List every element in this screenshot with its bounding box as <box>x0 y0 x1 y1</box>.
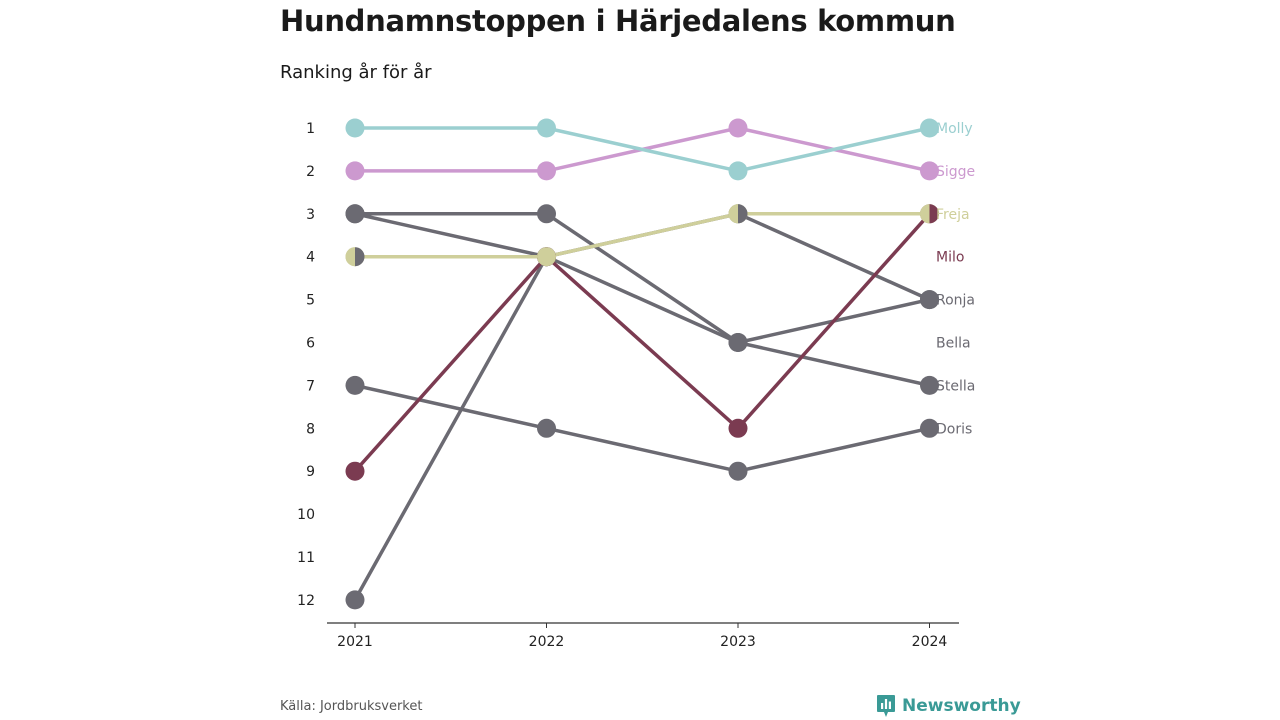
data-point-doris <box>537 418 556 438</box>
series-line-stella <box>353 212 932 388</box>
y-tick-label: 7 <box>306 378 315 394</box>
series-label-ronja: Ronja <box>936 293 975 309</box>
y-tick-label: 5 <box>306 293 315 309</box>
series-label-molly: Molly <box>936 121 973 137</box>
data-point-sigge <box>728 118 748 138</box>
x-tick-label: 2022 <box>529 634 565 650</box>
series-line-milo <box>353 212 932 473</box>
data-point-molly <box>920 118 939 138</box>
split-marker-left <box>345 247 355 267</box>
data-point-stella <box>920 375 939 395</box>
newsworthy-logo-icon <box>877 695 895 717</box>
data-point-sigge <box>920 161 939 181</box>
y-tick-label: 9 <box>306 464 315 480</box>
series-markers <box>345 118 940 610</box>
y-tick-label: 4 <box>306 250 315 266</box>
data-point-freja <box>537 247 556 267</box>
data-point-ronja <box>537 204 556 224</box>
data-point-milo <box>728 418 748 438</box>
series-line-bella <box>353 212 932 602</box>
y-tick-label: 3 <box>306 207 315 223</box>
series-label-bella: Bella <box>936 336 971 352</box>
data-point-doris <box>920 418 939 438</box>
data-point-molly <box>728 161 748 181</box>
split-marker-right <box>355 247 365 267</box>
chart-subtitle: Ranking år för år <box>280 62 432 83</box>
data-point-sigge <box>537 161 556 181</box>
data-point-doris <box>728 461 748 481</box>
series-label-stella: Stella <box>936 378 975 394</box>
y-tick-label: 8 <box>306 421 315 437</box>
data-point-stella <box>345 204 365 224</box>
series-line-molly <box>353 126 932 173</box>
data-point-stella <box>728 333 748 352</box>
x-tick-label: 2023 <box>720 634 756 650</box>
data-point-bella <box>920 290 939 310</box>
series-line-doris <box>353 383 932 473</box>
split-marker-left <box>920 204 930 224</box>
brand-logo: Newsworthy <box>876 694 1021 718</box>
x-tick-label: 2021 <box>337 634 373 650</box>
series-line-freja <box>353 212 932 259</box>
x-tick-label: 2024 <box>912 634 948 650</box>
data-point-molly <box>537 118 556 138</box>
data-point-molly <box>345 118 365 138</box>
series-labels: Molly Sigge Freja Milo Ronja Bella Stella Doris <box>936 121 975 437</box>
series-label-doris: Doris <box>936 421 972 437</box>
data-point-bella <box>345 590 365 610</box>
source-note: Källa: Jordbruksverket <box>280 699 423 714</box>
series-label-freja: Freja <box>936 207 970 223</box>
y-tick-label: 12 <box>297 593 315 609</box>
chart-title: Hundnamnstoppen i Härjedalens kommun <box>280 4 956 38</box>
x-axis: 2021 2022 2023 2024 <box>327 622 959 650</box>
y-tick-label: 1 <box>306 121 315 137</box>
split-marker-left <box>728 204 738 224</box>
split-marker-right <box>929 204 940 224</box>
y-tick-label: 11 <box>297 550 315 566</box>
data-point-milo <box>345 461 365 481</box>
y-tick-label: 10 <box>297 507 315 523</box>
data-point-sigge <box>345 161 365 181</box>
y-tick-label: 6 <box>306 336 315 352</box>
series-label-sigge: Sigge <box>936 164 975 180</box>
brand-name: Newsworthy <box>902 696 1021 716</box>
data-point-doris <box>345 375 365 395</box>
split-marker-right <box>738 204 748 224</box>
series-label-milo: Milo <box>936 250 964 266</box>
series-lines <box>353 126 932 602</box>
y-tick-label: 2 <box>306 164 315 180</box>
